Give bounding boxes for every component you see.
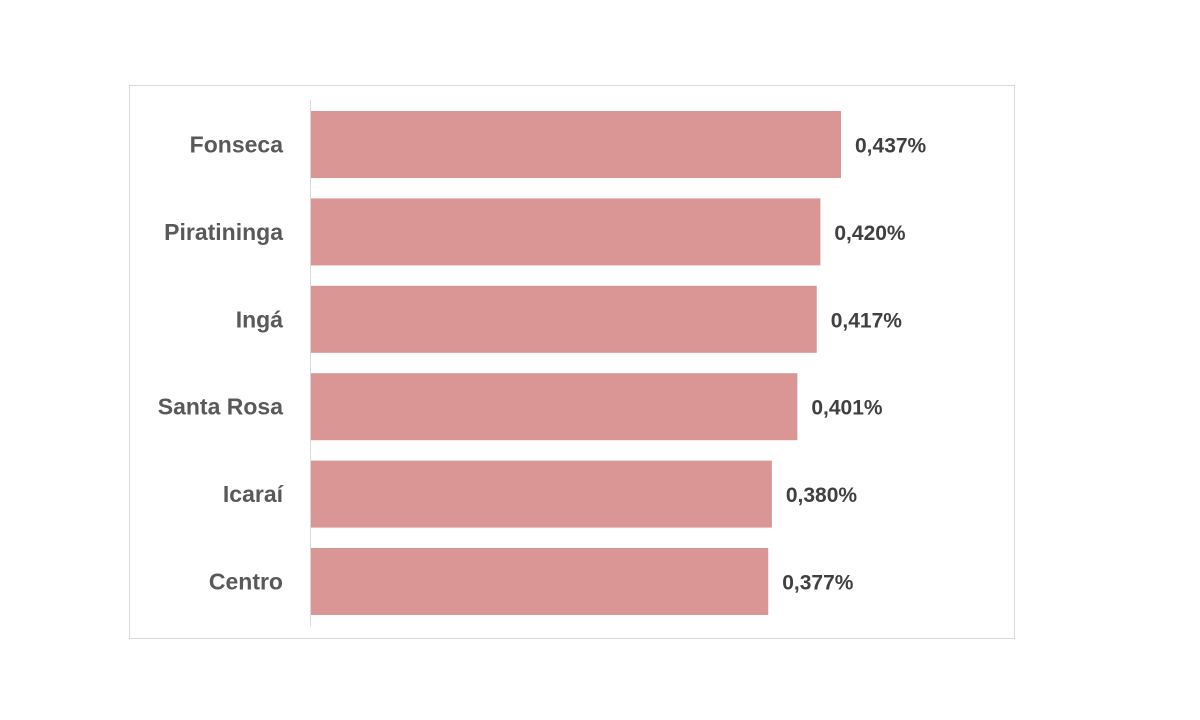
category-label: Fonseca: [190, 132, 284, 158]
bar-icaraí: [311, 460, 772, 528]
value-labels: 0,437% 0,420% 0,417% 0,401% 0,380% 0,377%: [782, 135, 926, 595]
value-label: 0,401%: [811, 397, 883, 420]
category-label: Ingá: [236, 306, 283, 332]
value-label: 0,437%: [855, 135, 927, 158]
bar-fonseca: [311, 111, 841, 178]
bar-ingá: [311, 285, 817, 353]
bars-group: [311, 111, 841, 615]
value-label: 0,377%: [782, 572, 854, 595]
bar-centro: [311, 548, 769, 615]
value-label: 0,420%: [834, 222, 906, 245]
bar-santa-rosa: [311, 373, 798, 441]
category-label: Piratininga: [164, 219, 283, 245]
category-label: Centro: [209, 569, 283, 595]
value-label: 0,417%: [831, 309, 903, 332]
category-label: Santa Rosa: [158, 394, 283, 420]
bar-piratininga: [311, 198, 821, 266]
value-label: 0,380%: [786, 484, 858, 507]
category-label: Icaraí: [223, 481, 285, 507]
category-labels: Fonseca Piratininga Ingá Santa Rosa Icaraí Ce…: [158, 132, 285, 595]
